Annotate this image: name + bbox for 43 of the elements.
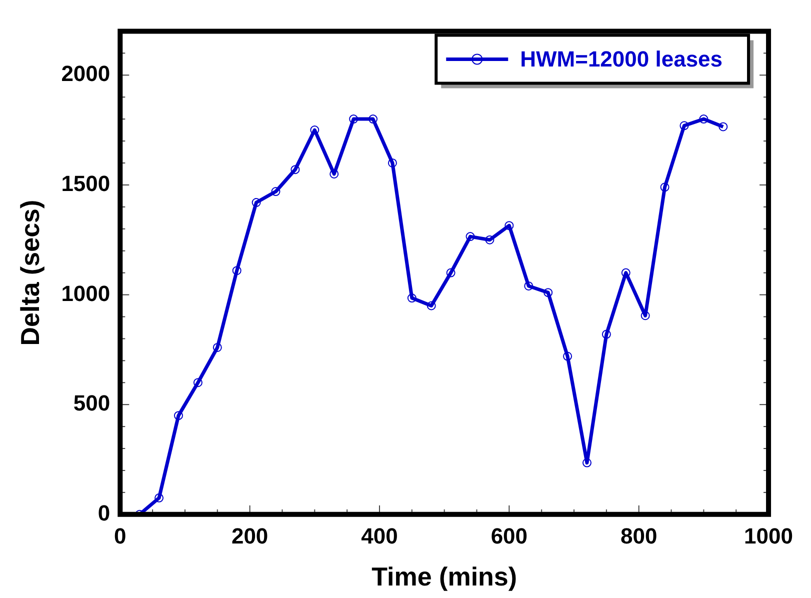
y-tick-label: 2000 [61,61,110,86]
point [407,294,416,303]
x-tick-label: 600 [490,524,528,549]
legend-label: HWM=12000 leases [520,46,723,72]
point [485,235,494,244]
point [426,301,436,310]
point [680,121,689,130]
point [640,311,650,320]
point [446,268,456,278]
point [524,281,534,290]
x-axis-title: Time (mins) [372,562,518,592]
point [290,165,300,174]
point [368,114,378,124]
point [602,330,611,339]
point [563,352,572,361]
x-tick-label: 200 [231,524,268,549]
point [271,187,280,196]
y-tick-label: 1500 [61,171,110,196]
point [193,378,202,388]
point [174,411,183,420]
point [212,342,222,352]
point [388,158,397,168]
x-tick-label: 0 [114,524,126,549]
x-tick-label: 1000 [744,524,794,549]
point [660,182,670,192]
x-tick-label: 800 [620,524,658,549]
point [699,114,708,124]
y-tick-label: 500 [73,390,110,416]
y-tick-label: 1000 [61,280,110,306]
point [544,288,553,298]
point [466,232,475,242]
x-tick-label: 400 [361,524,398,549]
y-tick-label: 0 [98,500,110,526]
point [718,122,728,132]
point [252,198,261,208]
point [504,221,514,230]
point [154,493,164,502]
point [582,458,592,468]
point [349,114,358,124]
point [621,268,630,278]
point [310,126,320,135]
point [232,266,242,276]
y-axis-title: Delta (secs) [14,200,45,346]
